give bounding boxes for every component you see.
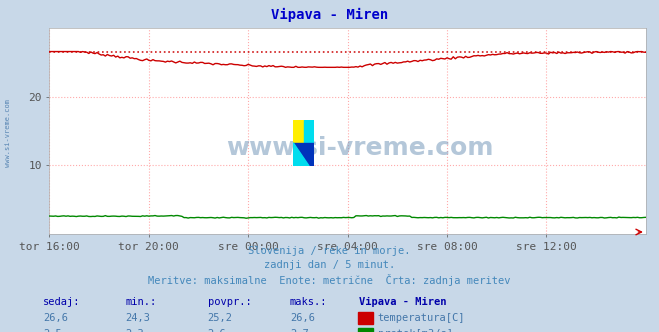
Text: sedaj:: sedaj:	[43, 297, 80, 307]
Text: 2,6: 2,6	[208, 329, 226, 332]
Text: 2,5: 2,5	[43, 329, 61, 332]
Text: povpr.:: povpr.:	[208, 297, 251, 307]
Text: 2,3: 2,3	[125, 329, 144, 332]
Text: temperatura[C]: temperatura[C]	[378, 313, 465, 323]
Text: 2,7: 2,7	[290, 329, 308, 332]
Text: Slovenija / reke in morje.: Slovenija / reke in morje.	[248, 246, 411, 256]
Bar	[293, 143, 314, 166]
Text: www.si-vreme.com: www.si-vreme.com	[226, 135, 494, 160]
Text: Meritve: maksimalne  Enote: metrične  Črta: zadnja meritev: Meritve: maksimalne Enote: metrične Črta…	[148, 274, 511, 286]
Text: min.:: min.:	[125, 297, 156, 307]
Text: zadnji dan / 5 minut.: zadnji dan / 5 minut.	[264, 260, 395, 270]
Text: www.si-vreme.com: www.si-vreme.com	[5, 99, 11, 167]
Bar	[293, 120, 304, 143]
Text: 26,6: 26,6	[43, 313, 68, 323]
Text: Vipava - Miren: Vipava - Miren	[271, 8, 388, 23]
Text: 26,6: 26,6	[290, 313, 315, 323]
Text: Vipava - Miren: Vipava - Miren	[359, 297, 447, 307]
Bar	[304, 120, 314, 143]
Text: 25,2: 25,2	[208, 313, 233, 323]
Text: pretok[m3/s]: pretok[m3/s]	[378, 329, 453, 332]
Text: 24,3: 24,3	[125, 313, 150, 323]
Polygon shape	[293, 143, 309, 166]
Text: maks.:: maks.:	[290, 297, 328, 307]
